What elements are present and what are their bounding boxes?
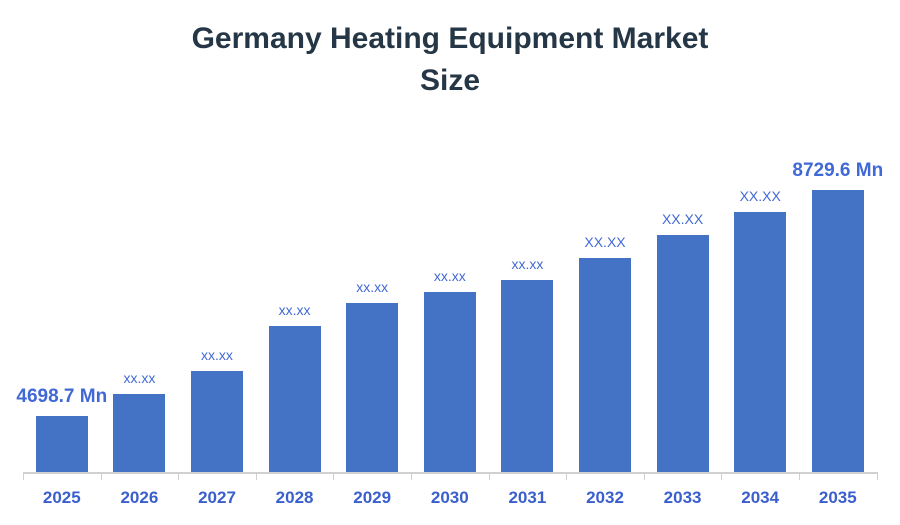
x-axis-tick	[643, 472, 645, 480]
bar-2034	[734, 212, 787, 472]
chart-title: Germany Heating Equipment Market Size	[0, 18, 900, 102]
bar-2032	[579, 258, 631, 472]
x-axis-line	[23, 472, 877, 474]
bar-2033	[656, 235, 709, 472]
x-tick-label-2028: 2028	[275, 488, 314, 507]
bar-2026	[113, 394, 166, 472]
x-tick-label-2030: 2030	[430, 488, 469, 507]
x-axis-tick	[333, 472, 335, 480]
data-label-2034: XX.XX	[739, 188, 781, 204]
data-label-2033: XX.XX	[661, 211, 704, 227]
x-tick-label-2027: 2027	[198, 488, 236, 507]
data-label-2030: xx.xx	[433, 268, 466, 284]
chart-title-line-1: Germany Heating Equipment Market	[191, 22, 709, 55]
x-tick-label-2025: 2025	[42, 488, 81, 507]
bar-2035	[811, 190, 864, 472]
bar-2029	[346, 303, 399, 472]
x-tick-label-2035: 2035	[818, 488, 857, 507]
x-axis-tick	[799, 472, 800, 480]
data-label-2035: 8729.6 Mn	[792, 160, 884, 181]
data-label-2029: xx.xx	[356, 279, 389, 295]
data-label-2032: XX.XX	[584, 234, 626, 250]
x-tick-label-2031: 2031	[508, 488, 547, 507]
x-axis-tick	[100, 472, 102, 480]
x-axis-tick	[488, 472, 490, 480]
x-axis-tick	[23, 472, 24, 480]
bar-2028	[268, 326, 321, 472]
data-label-2025: 4698.7 Mn	[16, 386, 108, 407]
x-axis-tick	[255, 472, 257, 480]
x-axis-tick	[876, 472, 878, 480]
bar-2031	[501, 280, 554, 472]
x-tick-label-2033: 2033	[663, 488, 702, 507]
bar-2027	[191, 371, 243, 472]
x-axis-tick	[411, 472, 412, 480]
data-label-2026: xx.xx	[123, 370, 156, 386]
x-tick-label-2032: 2032	[586, 488, 624, 507]
data-label-2028: xx.xx	[278, 302, 311, 318]
x-axis-tick	[566, 472, 568, 480]
data-label-2027: xx.xx	[201, 347, 233, 363]
x-axis-tick	[721, 472, 723, 480]
bar-2025	[35, 416, 88, 472]
chart-title-line-2: Size	[419, 64, 481, 97]
x-tick-label-2034: 2034	[741, 488, 780, 507]
x-tick-label-2026: 2026	[120, 488, 159, 507]
data-label-2031: xx.xx	[511, 256, 544, 272]
x-tick-label-2029: 2029	[353, 488, 392, 507]
x-axis-tick	[178, 472, 180, 480]
bar-2030	[423, 292, 476, 472]
